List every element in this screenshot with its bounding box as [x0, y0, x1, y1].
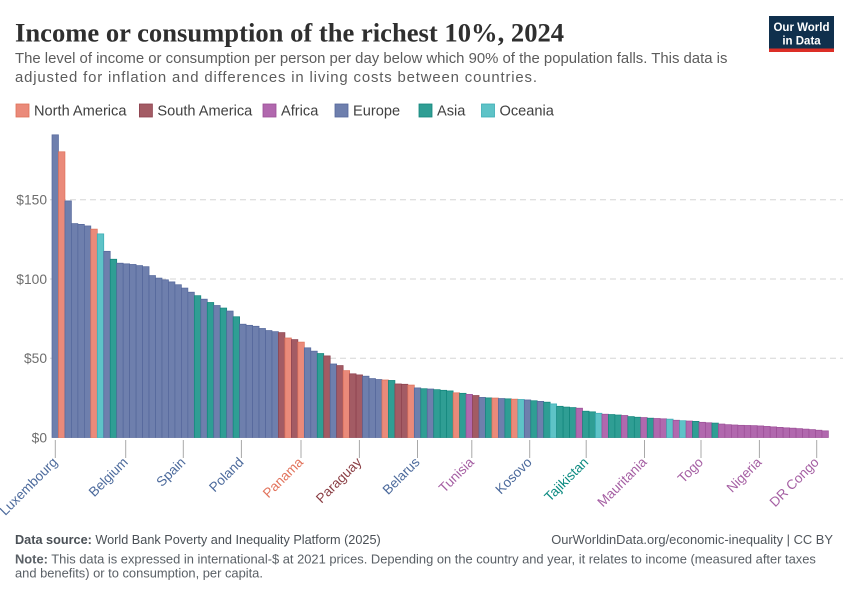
svg-text:Income or consumption of the r: Income or consumption of the richest 10%… [15, 18, 564, 48]
svg-text:$50: $50 [24, 351, 47, 366]
svg-text:Europe: Europe [353, 104, 400, 120]
svg-text:Our World: Our World [773, 22, 829, 34]
svg-text:Asia: Asia [437, 104, 466, 120]
svg-text:North America: North America [34, 104, 127, 120]
svg-text:South America: South America [157, 104, 253, 120]
svg-text:Data source: World Bank Povert: Data source: World Bank Poverty and Ineq… [15, 533, 381, 547]
svg-text:$150: $150 [16, 193, 47, 208]
svg-text:adjusted for inflation and dif: adjusted for inflation and differences i… [15, 70, 538, 86]
svg-text:and benefits) or to consumptio: and benefits) or to consumption, per cap… [15, 566, 263, 581]
svg-text:OurWorldinData.org/economic-in: OurWorldinData.org/economic-inequality |… [551, 532, 833, 547]
svg-text:in Data: in Data [782, 36, 821, 48]
svg-text:Africa: Africa [281, 104, 319, 120]
svg-text:$100: $100 [16, 272, 47, 287]
svg-text:The level of income or consump: The level of income or consumption per p… [15, 51, 727, 67]
svg-text:$0: $0 [32, 430, 48, 445]
svg-text:Oceania: Oceania [500, 104, 555, 120]
svg-text:Note: This data is expressed i: Note: This data is expressed in internat… [15, 552, 816, 567]
